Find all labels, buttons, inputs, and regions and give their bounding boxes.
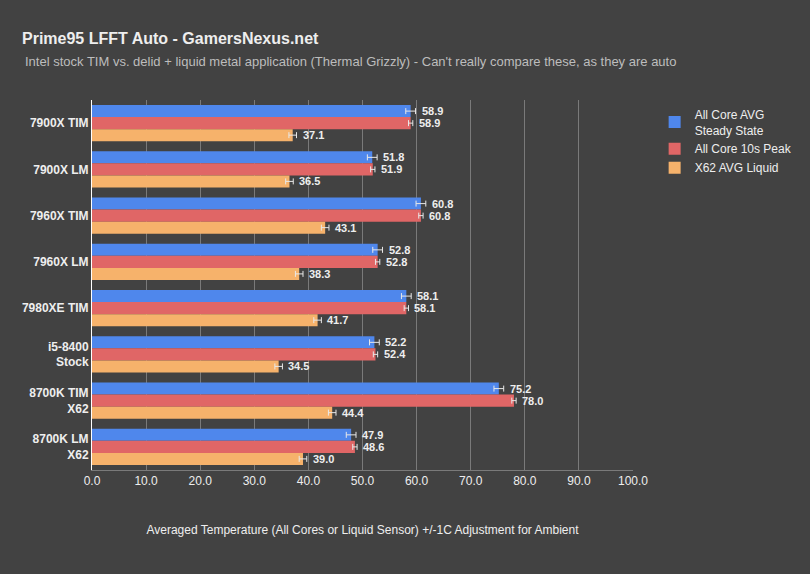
svg-text:40.0: 40.0 xyxy=(297,474,321,488)
svg-text:37.1: 37.1 xyxy=(303,129,324,141)
svg-text:7960X LM: 7960X LM xyxy=(33,255,88,269)
svg-text:58.9: 58.9 xyxy=(422,105,443,117)
svg-text:34.5: 34.5 xyxy=(288,360,309,372)
svg-text:52.2: 52.2 xyxy=(385,336,406,348)
svg-text:All Core 10s Peak: All Core 10s Peak xyxy=(695,142,792,156)
svg-text:60.8: 60.8 xyxy=(429,210,450,222)
svg-text:7960X TIM: 7960X TIM xyxy=(30,209,89,223)
svg-text:0.0: 0.0 xyxy=(84,474,101,488)
svg-text:78.0: 78.0 xyxy=(522,395,543,407)
svg-text:20.0: 20.0 xyxy=(189,474,213,488)
svg-text:70.0: 70.0 xyxy=(459,474,483,488)
svg-text:60.8: 60.8 xyxy=(432,198,453,210)
svg-text:58.1: 58.1 xyxy=(417,290,438,302)
svg-text:8700K TIMX62: 8700K TIMX62 xyxy=(29,386,89,416)
svg-text:41.7: 41.7 xyxy=(327,314,348,326)
svg-text:Intel stock TIM vs. delid + li: Intel stock TIM vs. delid + liquid metal… xyxy=(25,54,676,69)
svg-text:43.1: 43.1 xyxy=(335,222,356,234)
svg-text:39.0: 39.0 xyxy=(313,453,334,465)
svg-text:Averaged Temperature (All Core: Averaged Temperature (All Cores or Liqui… xyxy=(146,523,579,537)
svg-text:7900X LM: 7900X LM xyxy=(33,163,88,177)
svg-text:38.3: 38.3 xyxy=(309,268,330,280)
svg-text:75.2: 75.2 xyxy=(510,383,531,395)
svg-text:8700K LMX62: 8700K LMX62 xyxy=(33,432,89,462)
svg-text:50.0: 50.0 xyxy=(351,474,375,488)
svg-text:10.0: 10.0 xyxy=(134,474,158,488)
svg-text:7900X TIM: 7900X TIM xyxy=(30,116,89,130)
svg-text:All Core AVGSteady State: All Core AVGSteady State xyxy=(695,108,765,138)
svg-text:48.6: 48.6 xyxy=(363,441,384,453)
svg-text:X62 AVG Liquid: X62 AVG Liquid xyxy=(695,161,779,175)
svg-text:47.9: 47.9 xyxy=(362,429,383,441)
svg-text:7980XE TIM: 7980XE TIM xyxy=(22,301,89,315)
svg-text:100.0: 100.0 xyxy=(618,474,648,488)
svg-text:52.8: 52.8 xyxy=(389,244,410,256)
svg-text:51.8: 51.8 xyxy=(383,151,404,163)
svg-text:52.4: 52.4 xyxy=(384,348,406,360)
svg-text:90.0: 90.0 xyxy=(567,474,591,488)
svg-text:Prime95 LFFT Auto - GamersNexu: Prime95 LFFT Auto - GamersNexus.net xyxy=(22,30,319,47)
svg-text:36.5: 36.5 xyxy=(299,175,320,187)
svg-text:60.0: 60.0 xyxy=(405,474,429,488)
svg-text:44.4: 44.4 xyxy=(342,407,364,419)
svg-text:30.0: 30.0 xyxy=(243,474,267,488)
svg-text:58.1: 58.1 xyxy=(414,302,435,314)
svg-text:80.0: 80.0 xyxy=(513,474,537,488)
svg-text:51.9: 51.9 xyxy=(381,163,402,175)
svg-text:i5-8400Stock: i5-8400Stock xyxy=(48,340,89,370)
svg-text:52.8: 52.8 xyxy=(386,256,407,268)
svg-text:58.9: 58.9 xyxy=(419,117,440,129)
